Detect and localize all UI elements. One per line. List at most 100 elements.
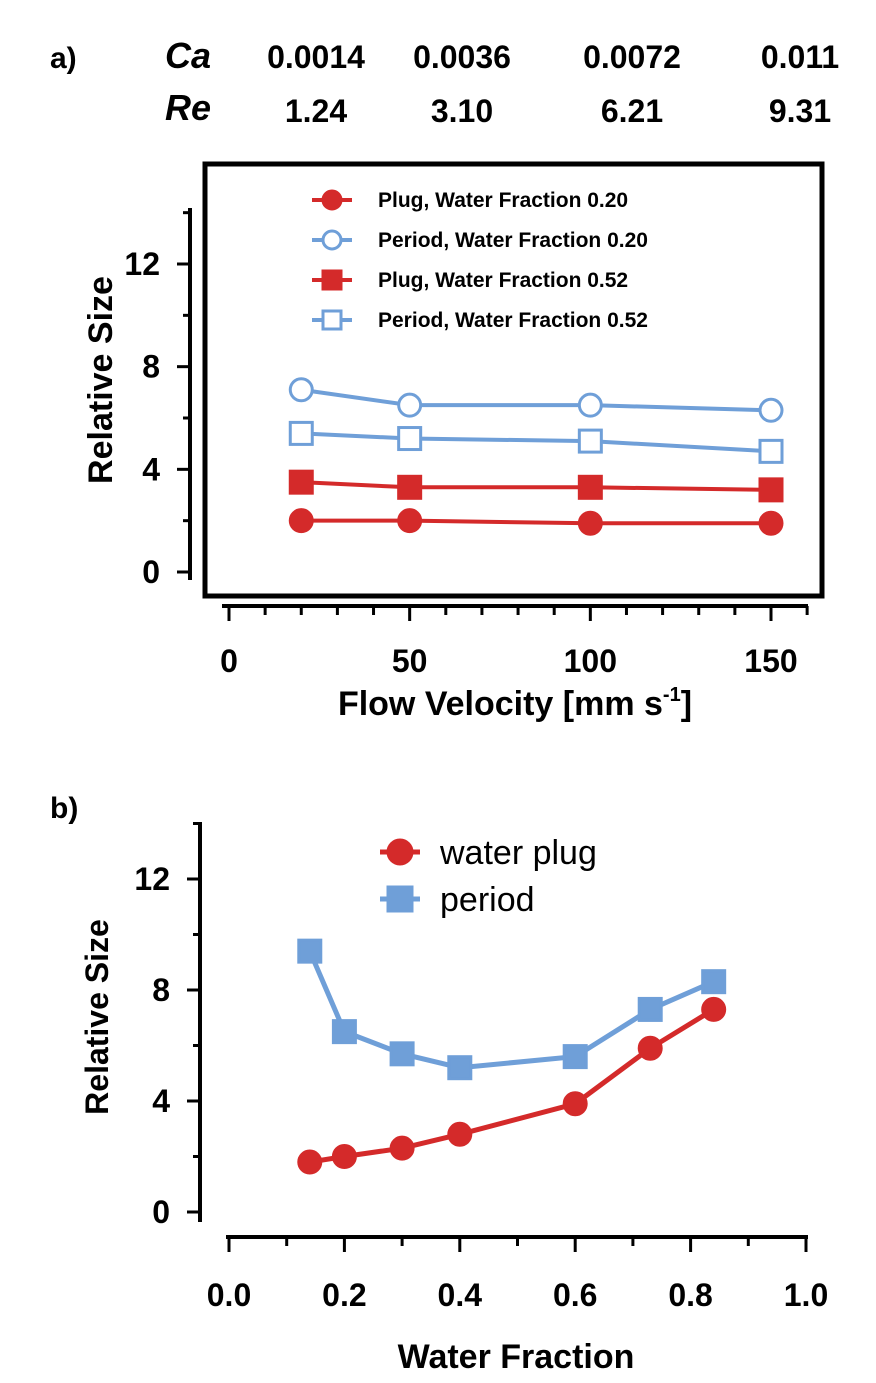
panel-b-legend-marker	[386, 885, 414, 913]
panel-b-x-tick-label: 0.6	[553, 1277, 597, 1313]
panel-a-series-line	[301, 431, 772, 454]
panel-b-legend-item: water plug	[380, 834, 597, 872]
panel-a-legend-item: Plug, Water Fraction 0.20	[312, 189, 628, 212]
panel-a-legend-label: Period, Water Fraction 0.52	[378, 309, 648, 332]
dimensionless-header: a) Ca Re 0.0014 0.0036 0.0072 0.011 1.24…	[50, 35, 839, 129]
panel-b-data-point	[637, 1035, 663, 1061]
panel-b-legend-marker	[386, 838, 414, 866]
panel-b-x-tick-label: 0.4	[438, 1277, 483, 1313]
panel-b-y-title: Relative Size	[79, 919, 115, 1115]
panel-b-label: b)	[50, 792, 78, 825]
panel-a-data-point	[397, 508, 423, 534]
panel-a-y-tick-label: 0	[142, 554, 160, 590]
panel-b-y-tick-label: 12	[134, 861, 170, 897]
panel-b-data-point	[447, 1121, 473, 1147]
panel-a-chart: 0 4 8 12 0 50 100 150 Plug, Water Fraction 0.2…	[82, 161, 825, 723]
panel-a-series	[288, 377, 784, 536]
panel-a-data-point	[288, 377, 314, 403]
panel-a-data-point	[758, 477, 784, 503]
panel-a-x-title-sup: -1	[663, 684, 681, 706]
panel-a-x-title-close: ]	[681, 685, 692, 723]
panel-a-y-title: Relative Size	[82, 276, 120, 484]
panel-a-y-tick-label: 12	[124, 246, 160, 282]
panel-b-y-tick-label: 4	[152, 1083, 170, 1119]
panel-b-x-tick-label: 0.0	[207, 1277, 251, 1313]
panel-b-data-point	[637, 996, 663, 1022]
panel-a-data-point	[397, 474, 423, 500]
panel-a-data-point	[288, 420, 314, 446]
panel-b-x-tick-label: 1.0	[784, 1277, 828, 1313]
panel-a-series-line	[301, 518, 771, 526]
panel-b-data-point	[297, 938, 323, 964]
panel-a-data-point	[577, 392, 603, 418]
ca-value-4: 0.011	[761, 39, 839, 75]
re-value-3: 6.21	[601, 93, 663, 129]
panel-a-x-title: Flow Velocity [mm s-1]	[338, 684, 692, 723]
panel-a-x-tick-label: 50	[392, 643, 428, 679]
panel-b-data-point	[701, 996, 727, 1022]
panel-a-data-point	[577, 428, 603, 454]
panel-b-data-point	[389, 1135, 415, 1161]
panel-b-y-tick-label: 0	[152, 1194, 170, 1230]
panel-a-y-axis: 0 4 8 12	[124, 208, 192, 590]
panel-b-chart: b) 0 4 8 12 0.0 0.2 0.4 0.6 0.8 1.0 water plug pe…	[50, 792, 828, 1376]
ca-value-2: 0.0036	[413, 39, 511, 75]
panel-b-data-point	[701, 969, 727, 995]
panel-a-legend-label: Plug, Water Fraction 0.52	[378, 269, 628, 292]
panel-a-series-4	[288, 420, 784, 464]
panel-a-series-1	[288, 508, 784, 536]
panel-b-series-water-plug	[297, 996, 727, 1175]
panel-b-x-axis: 0.0 0.2 0.4 0.6 0.8 1.0	[207, 1235, 828, 1313]
panel-a-series-line	[301, 480, 772, 492]
panel-b-legend-label: period	[440, 881, 535, 919]
panel-a-label: a)	[50, 42, 77, 75]
panel-b-data-point	[389, 1041, 415, 1067]
ca-label: Ca	[165, 35, 211, 76]
panel-a-x-title-main: Flow Velocity [mm s	[338, 685, 663, 723]
panel-a-legend-marker	[321, 269, 343, 291]
panel-a-data-point	[288, 508, 314, 534]
panel-a-data-point	[758, 397, 784, 423]
re-value-2: 3.10	[431, 93, 493, 129]
panel-b-data-point	[331, 1144, 357, 1169]
panel-a-series-line	[300, 387, 772, 413]
panel-b-series-period	[297, 938, 727, 1081]
panel-a-legend-marker	[321, 309, 343, 331]
panel-b-legend-label: water plug	[439, 834, 597, 872]
panel-b-x-title: Water Fraction	[398, 1338, 635, 1376]
panel-a-legend-label: Plug, Water Fraction 0.20	[378, 189, 628, 212]
ca-value-1: 0.0014	[267, 39, 365, 75]
panel-a-frame	[202, 161, 825, 599]
panel-b-data-point	[297, 1149, 323, 1175]
panel-a-data-point	[577, 510, 603, 536]
ca-value-3: 0.0072	[583, 39, 681, 75]
panel-a-legend-item: Plug, Water Fraction 0.52	[312, 269, 628, 292]
panel-a-legend-marker	[321, 229, 343, 251]
panel-a-x-tick-label: 100	[564, 643, 617, 679]
panel-a-x-tick-label: 0	[220, 643, 238, 679]
panel-a-legend-item: Period, Water Fraction 0.52	[312, 309, 648, 332]
panel-a-data-point	[397, 426, 423, 452]
panel-a-y-tick-label: 4	[142, 451, 160, 487]
panel-a-y-tick-label: 8	[142, 349, 160, 385]
re-value-4: 9.31	[769, 93, 831, 129]
panel-a-data-point	[577, 474, 603, 500]
panel-a-legend-marker	[321, 189, 343, 211]
panel-b-series	[297, 938, 727, 1175]
panel-a-series-2	[288, 377, 784, 423]
panel-b-x-tick-label: 0.2	[322, 1277, 366, 1313]
panel-a-series-3	[288, 469, 784, 503]
re-label: Re	[165, 87, 211, 128]
panel-a-x-axis: 0 50 100 150	[220, 604, 809, 679]
panel-a-data-point	[397, 392, 423, 418]
panel-a-data-point	[758, 510, 784, 536]
panel-a-legend: Plug, Water Fraction 0.20 Period, Water F…	[312, 189, 648, 332]
panel-a-data-point	[758, 438, 784, 464]
panel-b-data-point	[562, 1091, 588, 1117]
panel-b-data-point	[331, 1019, 357, 1045]
panel-a-data-point	[288, 469, 314, 495]
panel-a-legend-item: Period, Water Fraction 0.20	[312, 229, 648, 252]
panel-a-legend-label: Period, Water Fraction 0.20	[378, 229, 648, 252]
panel-b-x-tick-label: 0.8	[668, 1277, 712, 1313]
panel-b-y-tick-label: 8	[152, 972, 170, 1008]
